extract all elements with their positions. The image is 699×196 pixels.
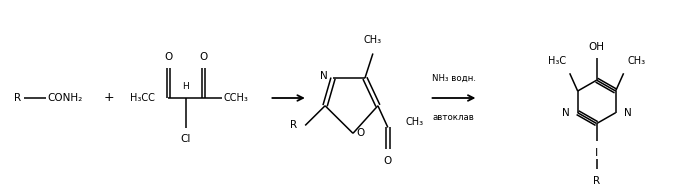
Text: H₃CC: H₃CC bbox=[130, 93, 155, 103]
Text: N: N bbox=[562, 108, 570, 118]
Text: NH₃ водн.: NH₃ водн. bbox=[432, 74, 476, 83]
Text: N: N bbox=[624, 108, 631, 118]
Text: CH₃: CH₃ bbox=[628, 56, 646, 66]
Text: CCH₃: CCH₃ bbox=[224, 93, 249, 103]
Text: H₃C: H₃C bbox=[547, 56, 565, 66]
Text: R: R bbox=[593, 176, 600, 186]
Text: O: O bbox=[356, 128, 364, 138]
Text: OH: OH bbox=[589, 42, 605, 52]
Text: O: O bbox=[384, 156, 392, 166]
Text: Cl: Cl bbox=[181, 134, 191, 144]
Text: O: O bbox=[164, 52, 172, 62]
Text: R: R bbox=[290, 121, 297, 131]
Text: CH₃: CH₃ bbox=[364, 35, 382, 45]
Text: автоклав: автоклав bbox=[433, 113, 475, 122]
Text: I: I bbox=[595, 148, 598, 158]
Text: CH₃: CH₃ bbox=[406, 117, 424, 127]
Text: O: O bbox=[200, 52, 208, 62]
Text: +: + bbox=[104, 92, 115, 104]
Text: H: H bbox=[182, 82, 189, 91]
Text: N: N bbox=[320, 71, 328, 81]
Text: CONH₂: CONH₂ bbox=[48, 93, 83, 103]
Text: R: R bbox=[14, 93, 21, 103]
